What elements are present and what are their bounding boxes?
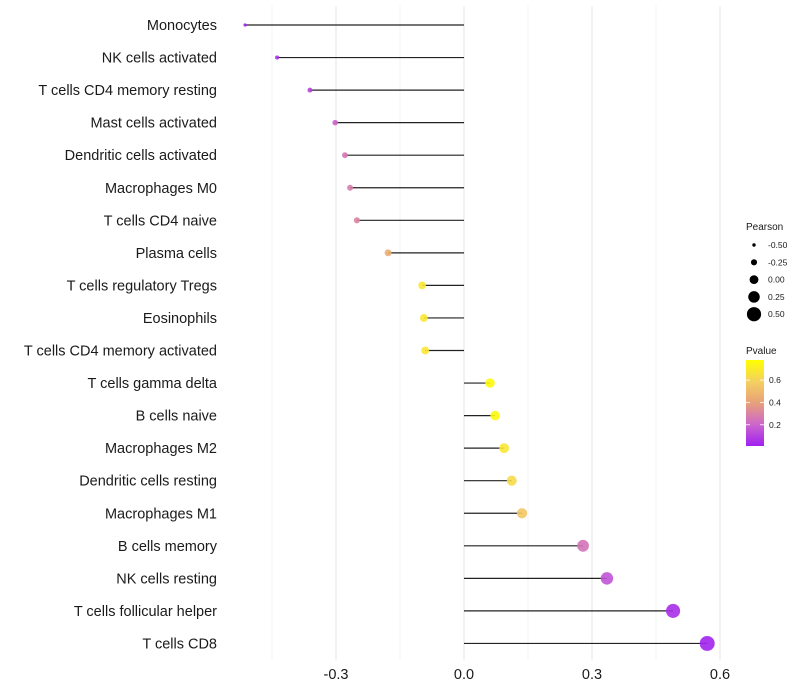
size-legend-label: 0.50: [768, 309, 785, 319]
size-legend-label: 0.25: [768, 292, 785, 302]
category-label: Macrophages M1: [105, 506, 217, 522]
data-point: [418, 281, 427, 290]
category-label: Plasma cells: [136, 246, 217, 262]
color-legend-title: Pvalue: [746, 346, 777, 357]
data-point: [332, 119, 338, 126]
size-legend-key: [752, 243, 756, 247]
colorbar-tick-label: 0.4: [769, 397, 781, 407]
data-point: [307, 87, 313, 93]
x-tick-label: 0.3: [582, 667, 602, 683]
data-point: [666, 603, 681, 618]
data-point: [499, 443, 510, 454]
pvalue-colorbar: [746, 360, 764, 446]
data-point: [506, 475, 517, 486]
category-label: Dendritic cells resting: [79, 474, 217, 490]
category-label: T cells CD4 memory resting: [38, 83, 217, 99]
data-point: [275, 55, 280, 60]
size-legend-key: [746, 307, 762, 322]
category-labels: Monocytes NK cells activated T cells CD4 m…: [24, 18, 218, 652]
colorbar-tick-label: 0.6: [769, 375, 781, 385]
category-label: T cells CD4 memory activated: [24, 344, 217, 360]
category-label: Dendritic cells activated: [65, 148, 217, 164]
stems: [245, 24, 708, 645]
x-tick-label: -0.3: [323, 667, 348, 683]
category-label: T cells CD4 naive: [104, 213, 217, 229]
data-point: [490, 410, 500, 421]
data-point: [243, 23, 247, 27]
color-legend-ticks: 0.6 0.4 0.2: [746, 375, 781, 430]
points: [243, 23, 715, 651]
data-point: [421, 346, 430, 355]
size-legend: -0.50 -0.25 0.00 0.25 0.50: [746, 240, 788, 322]
size-legend-label: -0.25: [768, 257, 788, 267]
size-legend-key: [749, 275, 759, 285]
x-axis-ticks: -0.3 0.0 0.3 0.6: [323, 667, 730, 683]
category-label: T cells gamma delta: [88, 376, 218, 392]
category-label: Eosinophils: [143, 311, 217, 327]
category-label: T cells follicular helper: [74, 604, 217, 620]
data-point: [347, 184, 354, 191]
data-point: [516, 508, 528, 519]
data-point: [353, 217, 360, 224]
x-tick-label: 0.0: [454, 667, 474, 683]
category-label: NK cells resting: [116, 571, 217, 587]
size-legend-label: -0.50: [768, 240, 788, 250]
gridlines: [271, 6, 721, 660]
data-point: [600, 572, 614, 585]
category-label: Macrophages M0: [105, 181, 217, 197]
size-legend-title: Pearson: [746, 222, 783, 233]
category-label: T cells regulatory Tregs: [67, 278, 217, 294]
size-legend-key: [750, 259, 758, 266]
legend: Pearson -0.50 -0.25 0.00 0.25 0.50 Pvalue 0.…: [746, 222, 788, 446]
data-point: [419, 314, 428, 322]
category-label: B cells naive: [136, 409, 217, 425]
category-label: Mast cells activated: [90, 116, 217, 132]
colorbar-tick-label: 0.2: [769, 420, 781, 430]
category-label: Monocytes: [147, 18, 217, 34]
data-point: [577, 539, 589, 552]
size-legend-label: 0.00: [768, 275, 785, 285]
data-point: [699, 635, 715, 651]
category-label: B cells memory: [118, 539, 218, 555]
category-label: T cells CD8: [142, 636, 217, 652]
data-point: [485, 378, 495, 388]
data-point: [384, 249, 392, 257]
category-label: Macrophages M2: [105, 441, 217, 457]
size-legend-key: [748, 291, 760, 303]
category-label: NK cells activated: [102, 51, 217, 67]
x-tick-label: 0.6: [710, 667, 730, 683]
data-point: [342, 152, 348, 159]
